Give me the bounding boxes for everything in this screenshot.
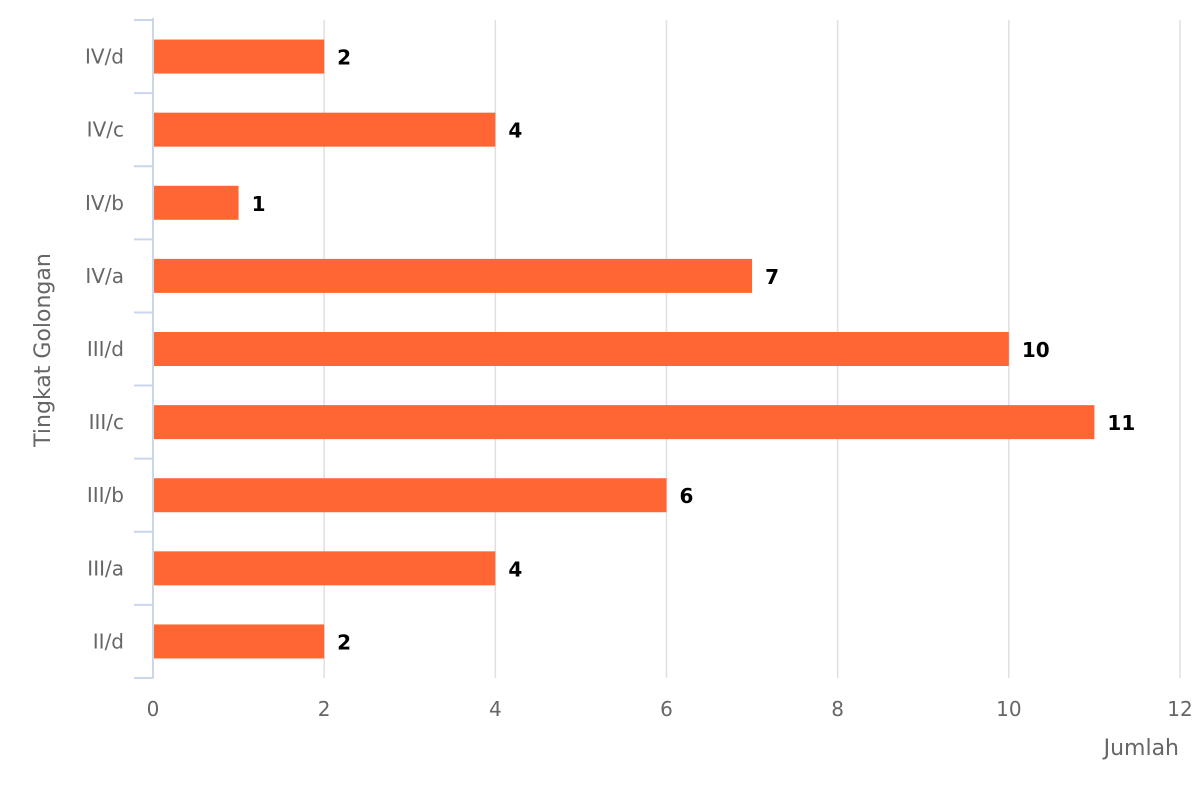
x-tick-label: 4 <box>489 697 502 721</box>
bar <box>154 332 1009 366</box>
data-label: 2 <box>337 630 351 654</box>
bar <box>154 112 496 147</box>
axes <box>134 18 154 679</box>
y-tick-label: III/b <box>87 483 124 507</box>
x-axis-title: Jumlah <box>1102 736 1179 761</box>
bar <box>154 624 325 659</box>
x-tick-label: 8 <box>831 697 844 721</box>
labels: 0 2 4 6 8 10 12 IV/d 2 IV/c 4 IV/b 1 IV/a 7 III/d 10 III/… <box>85 45 1193 721</box>
data-label: 10 <box>1022 338 1050 362</box>
bar <box>154 478 667 513</box>
y-tick-label: III/c <box>89 410 124 434</box>
y-tick-label: II/d <box>93 629 124 653</box>
data-label: 1 <box>252 192 266 216</box>
bar <box>154 39 325 74</box>
data-label: 11 <box>1107 411 1135 435</box>
bars <box>154 39 1095 659</box>
y-tick-label: III/d <box>87 337 124 361</box>
x-tick-label: 6 <box>660 697 673 721</box>
x-tick-label: 12 <box>1167 697 1192 721</box>
x-tick-label: 2 <box>318 697 331 721</box>
bar <box>154 551 496 586</box>
bar <box>154 185 239 220</box>
y-axis-title: Tingkat Golongan <box>31 253 56 448</box>
y-tick-label: III/a <box>87 556 124 580</box>
y-tick-label: IV/b <box>85 191 124 215</box>
data-label: 4 <box>508 119 522 143</box>
y-tick-label: IV/a <box>85 264 124 288</box>
x-tick-label: 10 <box>996 697 1021 721</box>
y-tick-label: IV/d <box>85 45 124 69</box>
data-label: 7 <box>765 265 779 289</box>
bar <box>154 258 753 293</box>
x-tick-label: 0 <box>147 697 160 721</box>
data-label: 4 <box>508 557 522 581</box>
y-tick-label: IV/c <box>87 118 124 142</box>
bar <box>154 405 1095 440</box>
data-label: 6 <box>680 484 694 508</box>
data-label: 2 <box>337 46 351 70</box>
